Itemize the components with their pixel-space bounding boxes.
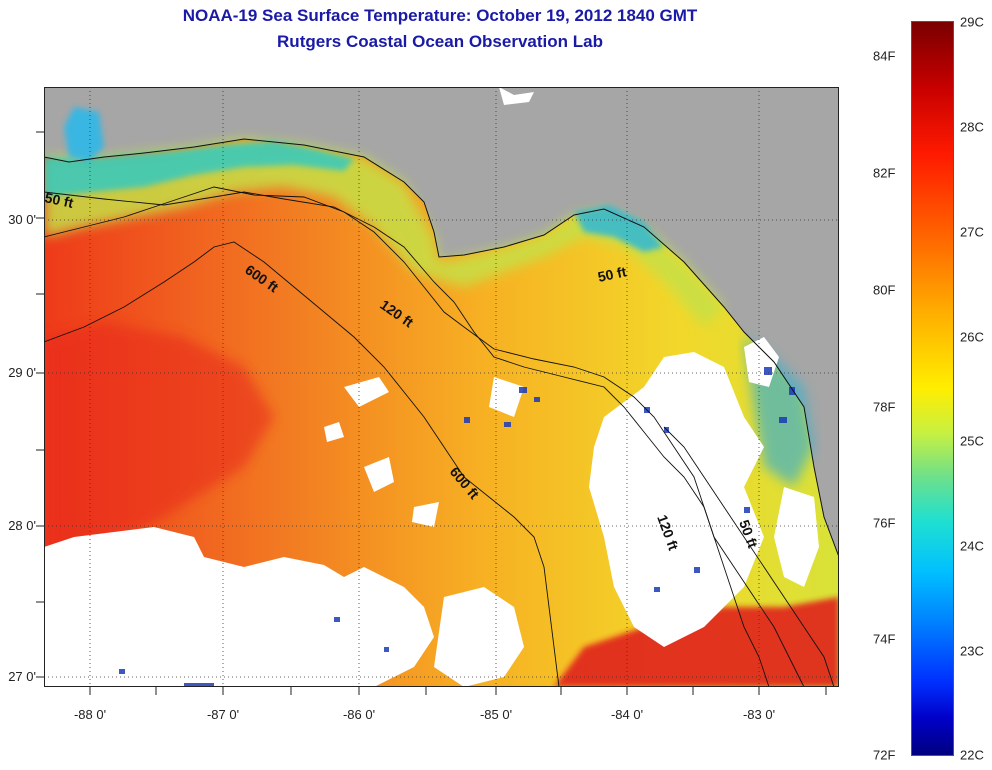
lon-label: -88 0': [73, 707, 107, 722]
colorbar-c-label: 26C: [960, 329, 984, 345]
colorbar-f-label: 84F: [873, 48, 896, 64]
colorbar-c-label: 29C: [960, 14, 984, 30]
shallow-bigbend: [574, 205, 664, 252]
contour-label: 50 ft: [44, 189, 75, 211]
colorbar-f-label: 72F: [873, 747, 896, 763]
warm-southeast: [554, 597, 839, 687]
map-frame: [44, 87, 839, 687]
shallow-coast: [44, 141, 354, 197]
lon-label: -85 0': [479, 707, 513, 722]
cloud-cover: [44, 87, 819, 687]
colorbar-c-label: 22C: [960, 747, 984, 763]
lat-label: 29 0': [8, 365, 36, 380]
colorbar-f-label: 80F: [873, 282, 896, 298]
lat-label: 30 0': [8, 212, 36, 227]
axis-ticks: [36, 131, 827, 695]
contour-label: 50 ft: [596, 263, 628, 285]
lon-label: -83 0': [742, 707, 776, 722]
lat-label: 28 0': [8, 518, 36, 533]
lon-label: -87 0': [206, 707, 240, 722]
shallow-bay: [64, 107, 104, 162]
colorbar-c-label: 23C: [960, 643, 984, 659]
colorbar-c-label: 27C: [960, 224, 984, 240]
coastline: [44, 138, 839, 558]
map-subtitle: Rutgers Coastal Ocean Observation Lab: [277, 32, 603, 51]
colorbar-f-label: 78F: [873, 399, 896, 415]
map-title: NOAA-19 Sea Surface Temperature: October…: [182, 6, 698, 25]
lon-label: -86 0': [342, 707, 376, 722]
colorbar-f-label: 74F: [873, 631, 896, 647]
sst-map: 50 ft 600 ft 120 ft 50 ft 600 ft 120 ft …: [44, 87, 839, 687]
colorbar-c-label: 28C: [960, 119, 984, 135]
bathymetry-contours: [44, 186, 835, 687]
colorbar-f-label: 82F: [873, 165, 896, 181]
colorbar-c-label: 25C: [960, 433, 984, 449]
colorbar-c-label: 24C: [960, 538, 984, 554]
warm-region: [44, 322, 274, 567]
lat-label: 27 0': [8, 669, 36, 684]
colorbar-f-label: 76F: [873, 515, 896, 531]
nearshore-band: [44, 139, 724, 327]
grid-lines: [44, 87, 839, 687]
color-scale-bar: [911, 21, 954, 756]
lon-label: -84 0': [610, 707, 644, 722]
